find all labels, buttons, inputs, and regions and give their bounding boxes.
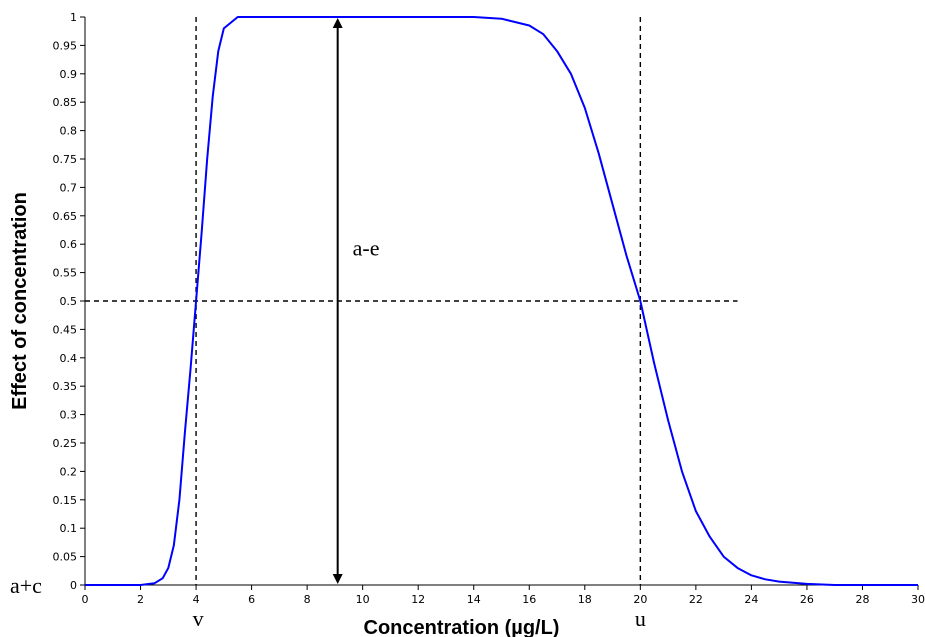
y-tick-label: 0.3 <box>60 409 78 422</box>
x-tick-label: 14 <box>467 593 481 606</box>
y-tick-label: 0.95 <box>53 39 78 52</box>
y-tick-label: 0.7 <box>60 181 78 194</box>
y-axis-title: Effect of concentration <box>9 192 31 410</box>
series-layer <box>85 16 918 586</box>
y-tick-label: 0.4 <box>60 352 78 365</box>
x-tick-label: 8 <box>304 593 311 606</box>
x-axis-ticks: 0 2 4 6 8 10 12 14 16 18 20 22 24 26 28 30 <box>82 585 925 606</box>
x-tick-label: 20 <box>633 593 647 606</box>
y-tick-label: 0.1 <box>60 522 78 535</box>
x-tick-label: 26 <box>800 593 814 606</box>
y-tick-label: 0.9 <box>60 68 78 81</box>
x-tick-label: 0 <box>82 593 89 606</box>
x-tick-label: 24 <box>744 593 758 606</box>
y-tick-label: 0.75 <box>53 153 78 166</box>
x-tick-label: 28 <box>855 593 869 606</box>
y-tick-label: 0.45 <box>53 323 78 336</box>
y-tick-label: 0.15 <box>53 494 78 507</box>
y-tick-label: 0.85 <box>53 96 78 109</box>
u-label: u <box>635 606 646 631</box>
x-axis-title: Concentration (µg/L) <box>364 617 560 637</box>
series-line-0 <box>85 16 918 586</box>
y-tick-label: 0.05 <box>53 551 78 564</box>
y-tick-label: 0.6 <box>60 238 78 251</box>
x-tick-label: 2 <box>137 593 144 606</box>
x-tick-label: 4 <box>193 593 200 606</box>
y-tick-label: 0.2 <box>60 465 78 478</box>
v-label: v <box>193 606 204 631</box>
y-tick-label: 0 <box>70 579 77 592</box>
arrow-label: a-e <box>353 236 380 261</box>
x-tick-label: 16 <box>522 593 536 606</box>
x-tick-label: 12 <box>411 593 425 606</box>
y-tick-label: 0.8 <box>60 125 78 138</box>
y-tick-label: 0.55 <box>53 267 78 280</box>
y-tick-label: 0.65 <box>53 210 78 223</box>
baseline-label: a+c <box>10 573 42 598</box>
y-tick-label: 0.35 <box>53 380 78 393</box>
x-tick-label: 10 <box>356 593 370 606</box>
x-tick-label: 6 <box>248 593 255 606</box>
x-tick-label: 18 <box>578 593 592 606</box>
y-tick-label: 1 <box>70 11 77 24</box>
y-tick-label: 0.25 <box>53 437 78 450</box>
x-tick-label: 22 <box>689 593 703 606</box>
y-tick-label: 0.5 <box>60 295 78 308</box>
y-axis-ticks: 0 0.05 0.1 0.15 0.2 0.25 0.3 0.35 0.4 0.45 0.5 0.55… <box>53 11 85 592</box>
x-tick-label: 30 <box>911 593 925 606</box>
